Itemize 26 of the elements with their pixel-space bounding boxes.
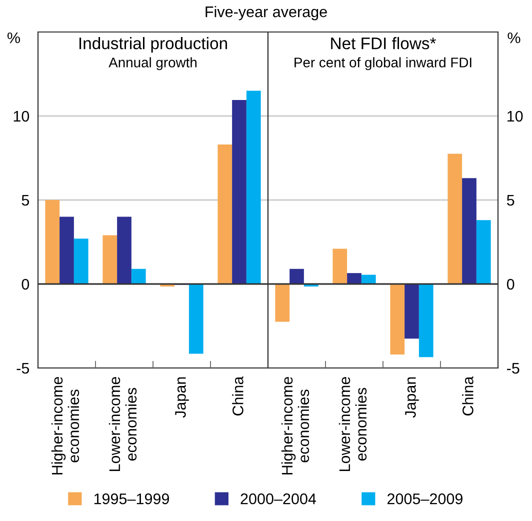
text: Annual growth <box>108 57 196 70</box>
legend-label: 1995–1999 <box>94 493 169 504</box>
x-tick-label: Japan <box>175 377 189 418</box>
y-axis-title: % <box>7 32 20 44</box>
x-tick-label: Higher-income economies <box>281 377 310 474</box>
x-tick-label: Japan <box>405 377 419 418</box>
x-tick-label: Lower-income economies <box>108 377 137 472</box>
text: Per cent of global inward FDI <box>294 57 472 70</box>
y-tick-label: 5 <box>506 195 514 206</box>
legend-label: 2000–2004 <box>240 493 316 504</box>
x-tick-label: China <box>232 376 244 416</box>
legend-label: 2005–2009 <box>388 493 462 504</box>
text: Five-year average <box>206 6 327 20</box>
y-tick-label: 10 <box>508 110 523 122</box>
y-tick-label: 5 <box>22 195 30 206</box>
x-tick-label: Higher-income economies <box>51 377 80 474</box>
y-tick-label: 10 <box>14 110 30 122</box>
x-tick-label: China <box>462 376 474 416</box>
y-tick-label: 0 <box>506 278 514 290</box>
y-tick-label: 0 <box>22 278 30 290</box>
y-tick-label: -5 <box>507 363 520 374</box>
y-axis-title: % <box>508 32 520 44</box>
chart-title: Industrial production <box>80 37 227 53</box>
chart-title: Net FDI flows* <box>331 37 436 50</box>
x-tick-label: Lower-income economies <box>338 377 367 472</box>
y-tick-label: -5 <box>16 363 30 374</box>
